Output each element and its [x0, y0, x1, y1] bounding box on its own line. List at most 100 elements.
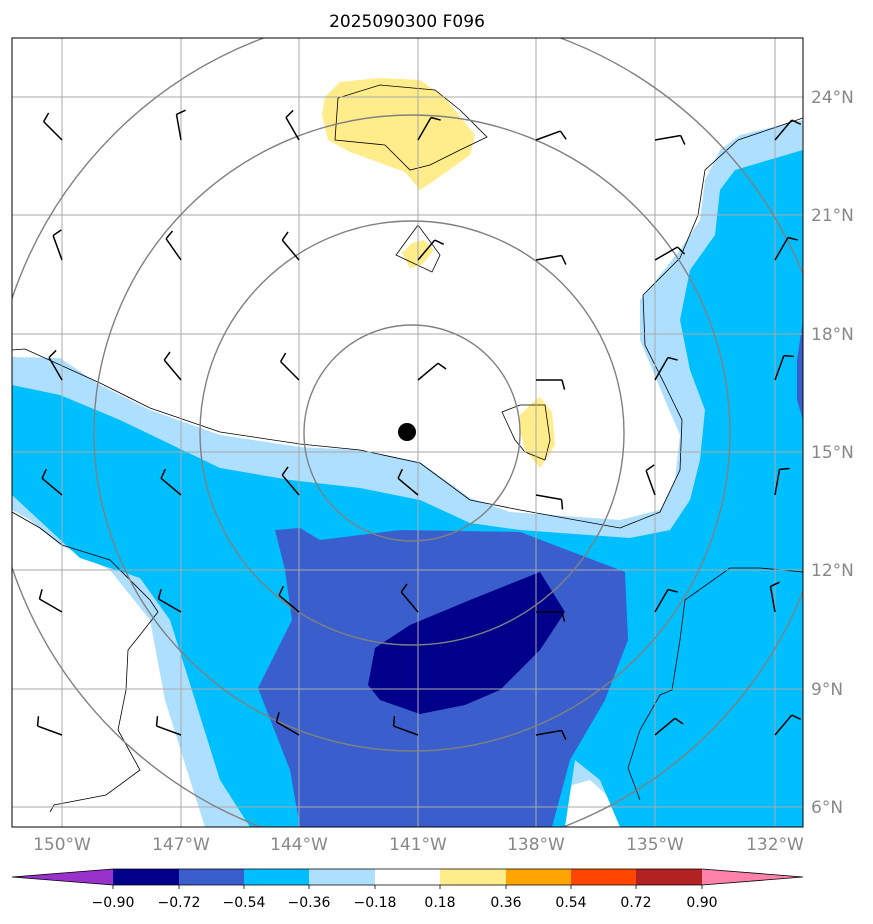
wind-barb-shaft: [400, 591, 419, 613]
colorbar-tick-label: 0.54: [555, 895, 586, 911]
wind-barb-flag: [155, 716, 159, 727]
wind-barb-flag: [400, 583, 408, 593]
wind-barb-flag: [42, 112, 50, 122]
storm-center-marker: [398, 423, 416, 441]
wind-barb-shaft: [41, 477, 63, 496]
lon-label: 147°W: [152, 835, 210, 855]
wind-barb-shaft: [165, 238, 182, 261]
colorbar-swatch: [179, 869, 244, 885]
wind-barb-shaft: [645, 470, 656, 496]
wind-barb-flag: [560, 730, 567, 740]
range-ring-2: [199, 220, 625, 646]
wind-barb-flag: [281, 231, 289, 241]
wind-barb-flag: [561, 379, 566, 390]
wind-barb-flag: [36, 716, 40, 727]
lon-label: 141°W: [389, 835, 447, 855]
wind-barb-flag: [163, 351, 171, 361]
wind-barb-shaft: [163, 359, 182, 381]
wind-barb-shaft: [48, 357, 63, 381]
colorbar-tick-label: −0.18: [354, 895, 397, 911]
longitude-labels: 150°W 147°W 144°W 141°W 138°W 135°W 132°…: [33, 835, 804, 855]
colorbar-tick-label: 0.72: [620, 895, 651, 911]
colorbar-tick-label: −0.90: [92, 895, 135, 911]
wind-barb-shaft: [417, 117, 432, 141]
colorbar-swatch: [571, 869, 636, 885]
wind-barb-flag: [157, 589, 162, 600]
wind-barb-shaft: [397, 477, 419, 496]
colorbar-swatch: [309, 869, 375, 885]
wind-barb-shaft: [160, 477, 182, 496]
lon-label: 138°W: [507, 835, 565, 855]
contour-fill-medium-blue-east: [797, 320, 803, 420]
wind-barb-flag: [787, 236, 798, 241]
wind-barb-flag: [38, 589, 43, 600]
wind-barb-shaft: [52, 235, 63, 261]
wind-barb-flag: [285, 109, 294, 119]
wind-barb-flag: [676, 246, 686, 255]
graticule: [12, 38, 803, 827]
wind-barb-shaft: [393, 725, 419, 736]
lon-label: 150°W: [33, 835, 91, 855]
wind-barbs: [36, 109, 802, 740]
colorbar-tick-label: −0.36: [288, 895, 331, 911]
wind-barb-flag: [281, 466, 289, 476]
wind-barb-shaft: [774, 355, 785, 381]
wind-barb-shaft: [158, 598, 182, 613]
colorbar-swatch: [636, 869, 702, 885]
wind-barb-flag: [279, 352, 287, 362]
wind-barb-flag: [679, 135, 686, 145]
colorbar-swatch: [440, 869, 506, 885]
wind-barb-flag: [674, 717, 684, 725]
wind-barb-flag: [430, 116, 441, 121]
wind-barb-flag: [561, 611, 566, 622]
colorbar-tick-label: 0.90: [686, 895, 717, 911]
wind-barb-shaft: [281, 474, 300, 496]
wind-barb-flag: [176, 109, 186, 116]
wind-barb-shaft: [774, 119, 793, 141]
wind-barb-flag: [437, 362, 447, 370]
lat-label: 15°N: [811, 443, 854, 463]
wind-barb-flag: [783, 354, 794, 358]
wind-barb-shaft: [774, 714, 793, 736]
wind-barb-shaft: [654, 717, 676, 736]
wind-barb-shaft: [156, 725, 182, 736]
wind-barb-shaft: [417, 239, 436, 261]
wind-barb-shaft: [417, 362, 439, 381]
wind-barb-shaft: [37, 725, 63, 736]
lat-label: 9°N: [811, 680, 843, 700]
wind-barb-shaft: [175, 114, 182, 141]
range-ring-3: [93, 114, 731, 752]
wind-barb-shaft: [769, 586, 776, 613]
map-area: [12, 38, 803, 827]
wind-barb-flag: [278, 585, 284, 596]
wind-barb-flag: [559, 130, 567, 140]
lon-label: 135°W: [626, 835, 684, 855]
range-rings: [12, 38, 803, 827]
wind-barb-flag: [160, 468, 166, 479]
colorbar-extend-low: [12, 869, 113, 885]
wind-barb-flag: [667, 356, 678, 361]
lon-label: 144°W: [270, 835, 328, 855]
wind-barb-flag: [397, 468, 403, 479]
contour-fill-dark-blue: [368, 572, 565, 714]
wind-barb-flag: [560, 255, 567, 265]
latitude-labels: 24°N 21°N 18°N 15°N 12°N 9°N 6°N: [811, 88, 854, 818]
colorbar-swatch: [506, 869, 571, 885]
wind-barb-shaft: [39, 598, 63, 613]
wind-barb-flag: [791, 714, 802, 720]
map-frame: [11, 37, 804, 828]
colorbar-swatch: [244, 869, 309, 885]
wind-barb-shaft: [535, 494, 562, 501]
colorbar-tick-label: −0.72: [158, 895, 201, 911]
wind-barb-shaft: [535, 729, 562, 736]
wind-barb-shaft: [774, 237, 789, 261]
lon-label: 132°W: [746, 835, 804, 855]
colorbar: −0.90 −0.72 −0.54 −0.36 −0.18 0.18 0.36 …: [11, 868, 804, 911]
wind-barb-flag: [52, 229, 62, 237]
colorbar-tick-label: −0.54: [223, 895, 266, 911]
lat-label: 6°N: [811, 798, 843, 818]
wind-barb-shaft: [281, 239, 300, 261]
wind-barb-shaft: [280, 361, 300, 381]
wind-barb-shaft: [654, 134, 681, 141]
